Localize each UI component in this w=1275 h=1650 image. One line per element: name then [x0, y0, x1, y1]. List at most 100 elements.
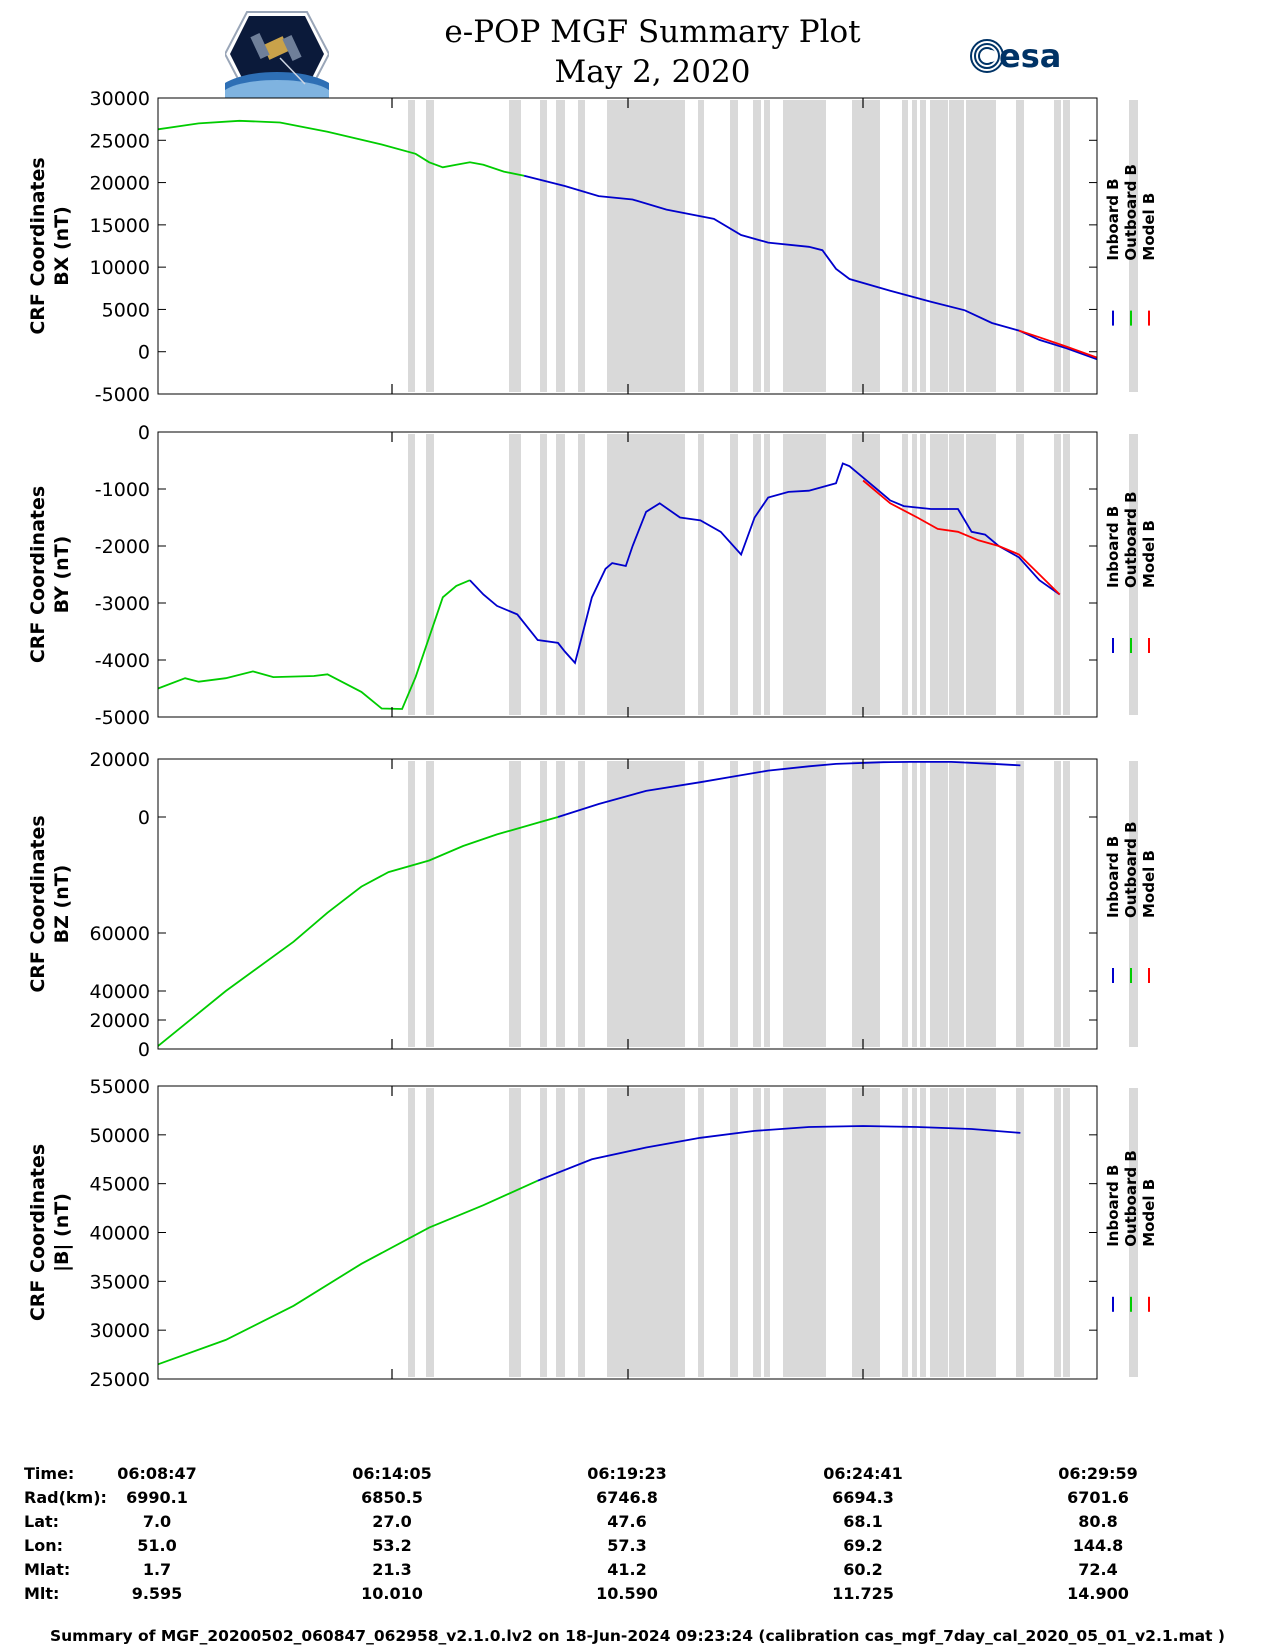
y-tick-label: 35000	[90, 1271, 150, 1293]
gap-band	[1063, 1088, 1070, 1377]
y-tick-label: 40000	[90, 981, 150, 1003]
gap-band	[408, 1088, 415, 1377]
gap-band	[1016, 1088, 1024, 1377]
gap-band	[730, 434, 738, 715]
y-tick-label: -4000	[95, 650, 150, 672]
gap-band	[966, 1088, 996, 1377]
gap-band	[1063, 100, 1070, 392]
panel-bx: 30000 25000 20000 15000 10000 5000 0 -5000 CRF C…	[27, 88, 1158, 406]
gap-band	[1063, 434, 1070, 715]
gap-band	[426, 100, 434, 392]
gap-band	[912, 761, 917, 1047]
ephemeris-value: 9.595	[131, 1584, 183, 1603]
series-inboard-b	[523, 174, 1098, 361]
legend-label: Outboard B	[1122, 821, 1140, 918]
y-tick-label: 20000	[90, 1010, 150, 1032]
legend-label: Outboard B	[1122, 491, 1140, 588]
gap-band	[852, 434, 880, 715]
gap-band	[698, 1088, 704, 1377]
gap-band	[902, 761, 908, 1047]
legend: Inboard B Outboard B Model B	[1104, 1150, 1158, 1312]
ephemeris-label: Time:	[24, 1464, 75, 1483]
gap-band	[902, 100, 908, 392]
y-tick-label: 50000	[90, 1125, 150, 1147]
ephemeris-value: 72.4	[1078, 1560, 1118, 1579]
cassiope-logo	[225, 11, 329, 98]
gap-band	[540, 1088, 547, 1377]
ephemeris-value: 10.010	[361, 1584, 423, 1603]
legend: Inboard B Outboard B Model B	[1104, 491, 1158, 653]
gap-band	[852, 100, 880, 392]
gap-band	[764, 434, 770, 715]
ephemeris-label: Lat:	[24, 1512, 60, 1531]
legend-label: Inboard B	[1104, 506, 1122, 588]
gap-band	[730, 761, 738, 1047]
legend-label: Model B	[1140, 850, 1158, 918]
y-tick-label: 40000	[90, 1223, 150, 1245]
gap-band	[1054, 100, 1061, 392]
y-tick-label: 15000	[90, 215, 150, 237]
ephemeris-row: Mlat: 1.7 21.3 41.2 60.2 72.4	[0, 1560, 1275, 1584]
gap-band	[1129, 1088, 1138, 1377]
gap-band	[556, 100, 565, 392]
ephemeris-value: 14.900	[1067, 1584, 1129, 1603]
gap-band	[509, 100, 521, 392]
ephemeris-label: Rad(km):	[24, 1488, 107, 1507]
gap-band	[1063, 761, 1070, 1047]
ephemeris-label: Lon:	[24, 1536, 63, 1555]
y-tick-label: 0	[138, 422, 150, 444]
gap-band	[1054, 434, 1061, 715]
y-tick-label: 45000	[90, 1174, 150, 1196]
gap-band	[783, 761, 826, 1047]
series-inboard-b	[557, 761, 1021, 818]
gap-band	[578, 761, 585, 1047]
gap-band	[764, 761, 770, 1047]
gap-band	[753, 1088, 761, 1377]
gap-band	[578, 434, 585, 715]
y-tick-label: -1000	[95, 479, 150, 501]
legend: Inboard B Outboard B Model B	[1104, 164, 1158, 326]
gap-band	[949, 100, 964, 392]
series-model-b	[862, 479, 1061, 596]
series-outboard-b	[157, 1179, 539, 1366]
y-tick-label: -5000	[95, 384, 150, 406]
y-tick-label: 30000	[90, 1320, 150, 1342]
gap-band	[930, 761, 948, 1047]
ephemeris-value: 60.2	[843, 1560, 883, 1579]
ephemeris-value: 6990.1	[126, 1488, 188, 1507]
gap-band	[556, 1088, 565, 1377]
gap-band	[1129, 434, 1138, 715]
gap-band	[669, 434, 685, 715]
title-block: e-POP MGF Summary Plot May 2, 2020	[0, 12, 1275, 92]
y-tick-label: 25000	[90, 130, 150, 152]
gap-band	[1016, 100, 1024, 392]
gap-band	[540, 434, 547, 715]
gap-band	[902, 1088, 908, 1377]
gap-band	[556, 761, 565, 1047]
ephemeris-value: 27.0	[372, 1512, 412, 1531]
gap-band	[426, 434, 434, 715]
gap-band	[764, 1088, 770, 1377]
gap-band	[426, 1088, 434, 1377]
series-inboard-b	[469, 462, 1061, 665]
ephemeris-value: 1.7	[142, 1560, 172, 1579]
ephemeris-value: 06:19:23	[587, 1464, 667, 1483]
series-outboard-b	[157, 119, 525, 177]
gap-band	[852, 1088, 880, 1377]
gap-band	[920, 1088, 926, 1377]
gap-band	[426, 761, 434, 1047]
series-outboard-b	[157, 816, 559, 1047]
gap-band	[730, 1088, 738, 1377]
gap-band	[730, 100, 738, 392]
gap-band	[698, 761, 704, 1047]
gap-band	[1016, 434, 1024, 715]
gap-band	[966, 761, 996, 1047]
plot-title: e-POP MGF Summary Plot	[444, 14, 861, 50]
ephemeris-value: 6746.8	[596, 1488, 658, 1507]
esa-logo-text: esa	[999, 37, 1061, 75]
ephemeris-value: 47.6	[607, 1512, 647, 1531]
gap-band	[753, 761, 761, 1047]
ephemeris-value: 144.8	[1072, 1536, 1124, 1555]
legend-label: Model B	[1140, 1179, 1158, 1247]
gap-band	[753, 100, 761, 392]
